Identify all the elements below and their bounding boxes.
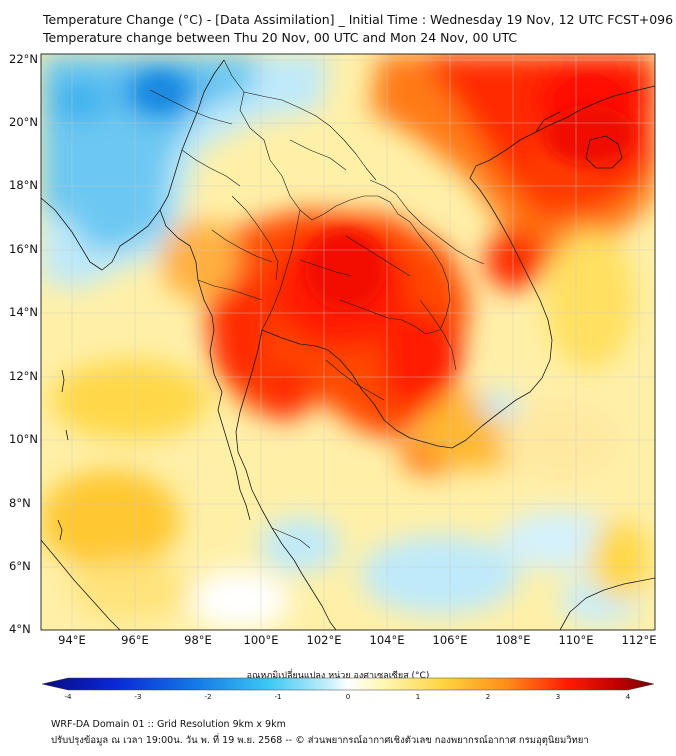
lat-label: 18°N bbox=[9, 178, 38, 192]
colorbar bbox=[41, 677, 655, 691]
colorbar-tick: -3 bbox=[134, 693, 142, 701]
colorbar-tick: 0 bbox=[345, 693, 351, 701]
lat-label: 12°N bbox=[9, 369, 38, 383]
footer-credit: ปรับปรุงข้อมูล ณ เวลา 19:00น. วัน พ. ที่… bbox=[51, 735, 589, 746]
lon-label: 112°E bbox=[621, 633, 657, 647]
lon-label: 104°E bbox=[369, 633, 405, 647]
colorbar-title: อุณหภูมิเปลี่ยนแปลง หน่วย องศาเซลเซียส (… bbox=[246, 671, 430, 681]
lon-label: 94°E bbox=[58, 633, 86, 647]
colorbar-tick: 3 bbox=[555, 693, 561, 701]
lon-label: 98°E bbox=[184, 633, 212, 647]
lon-label: 96°E bbox=[121, 633, 149, 647]
lat-label: 8°N bbox=[9, 496, 31, 510]
colorbar-tick: -2 bbox=[204, 693, 212, 701]
lon-label: 106°E bbox=[432, 633, 468, 647]
colorbar-tick: -1 bbox=[274, 693, 282, 701]
map-title: Temperature Change (°C) - [Data Assimila… bbox=[43, 12, 674, 27]
lon-label: 100°E bbox=[243, 633, 279, 647]
lon-label: 108°E bbox=[495, 633, 531, 647]
lat-label: 4°N bbox=[9, 622, 31, 636]
coastlines bbox=[41, 59, 655, 630]
borders bbox=[149, 59, 485, 549]
lat-label: 6°N bbox=[9, 559, 31, 573]
map-subtitle: Temperature change between Thu 20 Nov, 0… bbox=[43, 30, 518, 45]
graticule bbox=[41, 54, 655, 630]
temperature-change-map bbox=[40, 53, 656, 631]
colorbar-tick: 1 bbox=[415, 693, 421, 701]
temperature-field bbox=[41, 54, 655, 630]
footer-model-info: WRF-DA Domain 01 :: Grid Resolution 9km … bbox=[51, 719, 286, 730]
colorbar-tick: -4 bbox=[64, 693, 72, 701]
lat-label: 16°N bbox=[9, 242, 38, 256]
lat-label: 20°N bbox=[9, 115, 38, 129]
colorbar-tick: 2 bbox=[485, 693, 491, 701]
lat-label: 22°N bbox=[9, 52, 38, 66]
lat-label: 14°N bbox=[9, 305, 38, 319]
colorbar-tick: 4 bbox=[625, 693, 631, 701]
lon-label: 102°E bbox=[306, 633, 342, 647]
lat-label: 10°N bbox=[9, 432, 38, 446]
lon-label: 110°E bbox=[558, 633, 594, 647]
